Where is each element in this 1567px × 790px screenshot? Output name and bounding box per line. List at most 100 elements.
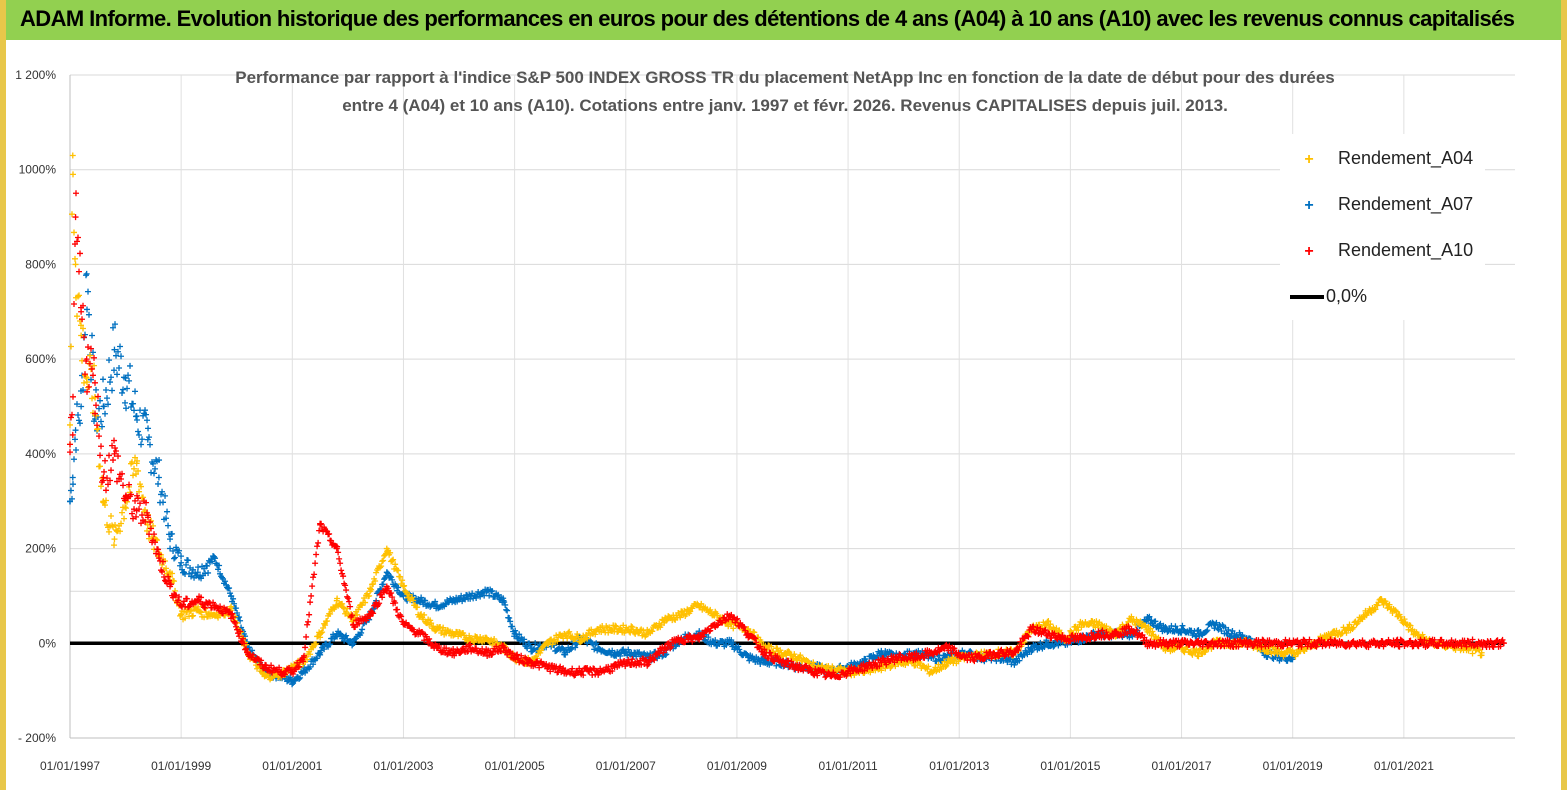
point-rendement-a10 <box>1045 630 1052 637</box>
point-rendement-a04 <box>1361 611 1368 618</box>
point-rendement-a07 <box>1211 621 1218 628</box>
y-tick-label: 400% <box>25 447 56 461</box>
point-rendement-a10 <box>86 383 93 390</box>
point-rendement-a10 <box>1051 630 1058 637</box>
point-rendement-a07 <box>167 536 174 543</box>
point-rendement-a10 <box>97 452 104 459</box>
point-rendement-a10 <box>306 611 313 618</box>
point-rendement-a10 <box>656 650 663 657</box>
point-rendement-a10 <box>1235 643 1242 650</box>
point-rendement-a04 <box>584 635 591 642</box>
point-rendement-a04 <box>136 488 143 495</box>
point-rendement-a04 <box>1136 619 1143 626</box>
point-rendement-a07 <box>98 418 105 425</box>
point-rendement-a07 <box>135 428 142 435</box>
point-rendement-a10 <box>837 673 844 680</box>
point-rendement-a04 <box>1282 651 1289 658</box>
point-rendement-a04 <box>401 582 408 589</box>
point-rendement-a07 <box>343 632 350 639</box>
point-rendement-a07 <box>483 588 490 595</box>
point-rendement-a10 <box>92 379 99 386</box>
point-rendement-a07 <box>417 597 424 604</box>
point-rendement-a07 <box>635 650 642 657</box>
point-rendement-a10 <box>971 658 978 665</box>
point-rendement-a10 <box>734 615 741 622</box>
point-rendement-a07 <box>422 597 429 604</box>
point-rendement-a04 <box>1374 602 1381 609</box>
point-rendement-a10 <box>1001 653 1008 660</box>
point-rendement-a07 <box>128 404 135 411</box>
chart-title-line-1: Performance par rapport à l'indice S&P 5… <box>235 68 1335 87</box>
point-rendement-a10 <box>228 611 235 618</box>
point-rendement-a07 <box>287 674 294 681</box>
point-rendement-a04 <box>450 630 457 637</box>
point-rendement-a07 <box>113 352 120 359</box>
point-rendement-a04 <box>414 604 421 611</box>
point-rendement-a10 <box>628 659 635 666</box>
point-rendement-a10 <box>678 635 685 642</box>
point-rendement-a10 <box>305 618 312 625</box>
point-rendement-a07 <box>728 640 735 647</box>
point-rendement-a07 <box>307 663 314 670</box>
point-rendement-a10 <box>950 645 957 652</box>
point-rendement-a07 <box>297 674 304 681</box>
point-rendement-a10 <box>1328 640 1335 647</box>
point-rendement-a04 <box>133 460 140 467</box>
point-rendement-a04 <box>578 635 585 642</box>
point-rendement-a10 <box>371 602 378 609</box>
point-rendement-a10 <box>398 613 405 620</box>
point-rendement-a04 <box>645 630 651 637</box>
point-rendement-a10 <box>616 662 623 669</box>
point-rendement-a10 <box>1158 642 1165 649</box>
point-rendement-a10 <box>757 643 764 650</box>
point-rendement-a07 <box>130 400 137 407</box>
point-rendement-a04 <box>872 667 879 674</box>
point-rendement-a04 <box>123 505 130 512</box>
point-rendement-a10 <box>1099 627 1106 634</box>
point-rendement-a07 <box>1289 654 1296 661</box>
point-rendement-a07 <box>198 575 205 582</box>
point-rendement-a07 <box>68 487 75 494</box>
point-rendement-a07 <box>561 649 568 656</box>
point-rendement-a10 <box>788 658 795 665</box>
point-rendement-a07 <box>359 626 366 633</box>
point-rendement-a10 <box>544 663 551 670</box>
point-rendement-a10 <box>167 583 174 590</box>
point-rendement-a10 <box>98 443 105 450</box>
report-banner-title: ADAM Informe. Evolution historique des p… <box>20 6 1515 31</box>
point-rendement-a10 <box>645 659 651 666</box>
x-tick-label: 01/01/2009 <box>707 759 767 773</box>
point-rendement-a07 <box>132 388 139 395</box>
point-rendement-a07 <box>314 655 321 662</box>
point-rendement-a04 <box>339 600 346 607</box>
point-rendement-a10 <box>1431 636 1438 643</box>
point-rendement-a04 <box>313 640 320 647</box>
point-rendement-a07 <box>88 376 95 383</box>
legend-zero-line-icon <box>1290 295 1324 300</box>
point-rendement-a10 <box>1133 626 1140 633</box>
point-rendement-a10 <box>928 649 935 656</box>
point-rendement-a07 <box>594 645 601 652</box>
point-rendement-a07 <box>74 401 81 408</box>
point-rendement-a07 <box>163 515 170 522</box>
point-rendement-a04 <box>122 504 129 511</box>
point-rendement-a04 <box>372 577 379 584</box>
point-rendement-a07 <box>300 668 307 675</box>
point-rendement-a04 <box>818 663 825 670</box>
point-rendement-a07 <box>358 629 365 636</box>
point-rendement-a04 <box>464 638 471 645</box>
point-rendement-a10 <box>1103 629 1110 636</box>
point-rendement-a07 <box>148 469 155 476</box>
legend-a10-label: Rendement_A10 <box>1338 240 1474 260</box>
point-rendement-a07 <box>84 306 91 313</box>
point-rendement-a10 <box>400 621 407 628</box>
point-rendement-a04 <box>1378 597 1385 604</box>
point-rendement-a10 <box>310 574 317 581</box>
point-rendement-a10 <box>155 555 162 562</box>
point-rendement-a04 <box>254 665 261 672</box>
point-rendement-a07 <box>316 650 323 657</box>
point-rendement-a04 <box>1386 601 1393 608</box>
point-rendement-a07 <box>123 405 130 412</box>
point-rendement-a07 <box>506 614 513 621</box>
point-rendement-a10 <box>88 345 95 352</box>
